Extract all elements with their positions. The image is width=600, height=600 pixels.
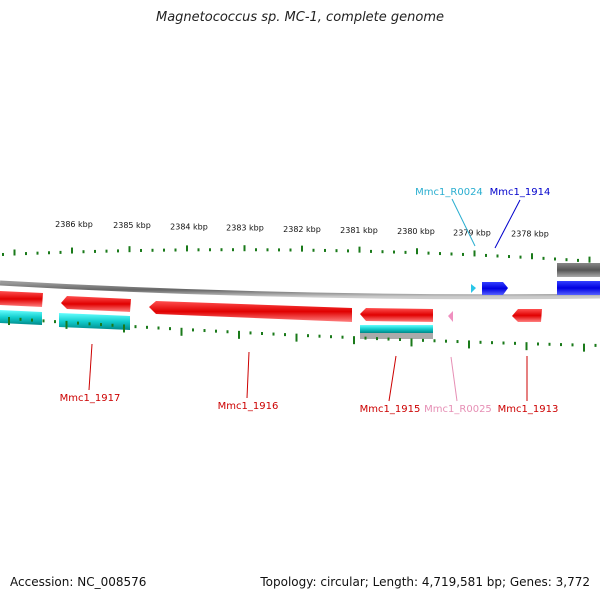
kbp-tick-label: 2383 kbp (226, 224, 264, 233)
label-mmc1-1914: Mmc1_1914 (490, 187, 551, 198)
kbp-tick-label: 2378 kbp (511, 230, 549, 239)
label-mmc1-r0024: Mmc1_R0024 (415, 187, 483, 198)
label-mmc1-r0025: Mmc1_R0025 (424, 404, 492, 415)
label-mmc1-1916: Mmc1_1916 (218, 401, 279, 412)
kbp-labels: 2386 kbp 2385 kbp 2384 kbp 2383 kbp 2382 kbp… (55, 220, 549, 239)
gene-mmc1-1917[interactable] (61, 296, 131, 312)
kbp-tick-label: 2380 kbp (397, 227, 435, 236)
label-mmc1-1917: Mmc1_1917 (60, 393, 121, 404)
track-gray-1915[interactable] (360, 333, 433, 339)
accession-text: Accession: NC_008576 (10, 575, 147, 589)
gene-mmc1-r0024[interactable] (471, 284, 476, 293)
kbp-tick-label: 2382 kbp (283, 225, 321, 234)
gene-left-edge[interactable] (0, 291, 43, 307)
gene-forward-blue-right[interactable] (557, 281, 600, 295)
kbp-tick-label: 2384 kbp (170, 222, 208, 231)
gene-mmc1-1913[interactable] (512, 309, 542, 322)
kbp-tick-label: 2381 kbp (340, 226, 378, 235)
gene-mmc1-1915[interactable] (360, 308, 433, 322)
gene-mmc1-1914[interactable] (482, 282, 508, 295)
genome-backbone (0, 280, 600, 300)
kbp-tick-label: 2379 kbp (453, 228, 491, 237)
label-mmc1-1915: Mmc1_1915 (360, 404, 421, 415)
gene-forward-gray-right[interactable] (557, 263, 600, 277)
topology-text: Topology: circular; Length: 4,719,581 bp… (260, 575, 590, 589)
lower-ruler (8, 317, 597, 352)
upper-ruler (2, 245, 591, 263)
leader-lines (88, 198, 528, 402)
map-title: Magnetococcus sp. MC-1, complete genome (155, 10, 445, 25)
track-cyan-left[interactable] (0, 310, 42, 325)
gene-mmc1-r0025[interactable] (448, 311, 453, 322)
label-mmc1-1913: Mmc1_1913 (498, 404, 559, 415)
track-cyan-1917[interactable] (59, 313, 130, 330)
kbp-tick-label: 2385 kbp (113, 221, 151, 230)
kbp-tick-label: 2386 kbp (55, 220, 93, 229)
gene-mmc1-1916[interactable] (149, 301, 352, 322)
track-cyan-1915[interactable] (360, 325, 433, 333)
